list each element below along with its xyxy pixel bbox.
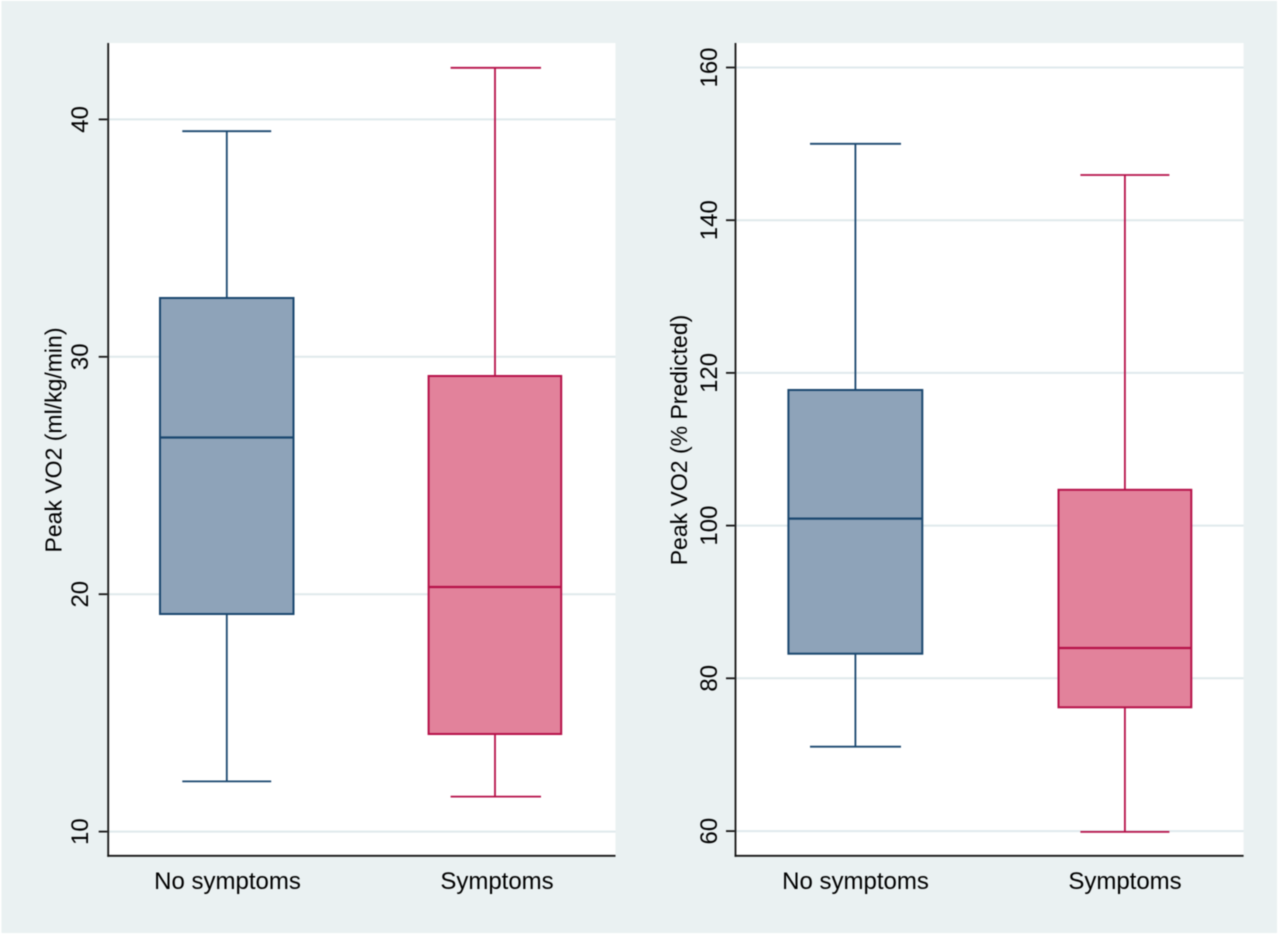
svg-text:120: 120: [696, 353, 723, 393]
svg-text:Symptoms: Symptoms: [1068, 868, 1181, 895]
svg-text:160: 160: [696, 47, 723, 87]
svg-text:100: 100: [696, 506, 723, 546]
svg-text:Peak VO2 (% Predicted): Peak VO2 (% Predicted): [666, 315, 692, 566]
svg-text:140: 140: [696, 200, 723, 240]
svg-text:80: 80: [696, 665, 723, 692]
svg-text:No symptoms: No symptoms: [154, 868, 301, 895]
svg-text:Peak VO2 (ml/kg/min): Peak VO2 (ml/kg/min): [41, 328, 67, 553]
svg-text:10: 10: [67, 818, 94, 845]
svg-text:60: 60: [696, 818, 723, 845]
svg-text:40: 40: [67, 106, 94, 133]
svg-text:20: 20: [67, 581, 94, 608]
svg-text:No symptoms: No symptoms: [782, 868, 929, 895]
svg-text:Symptoms: Symptoms: [440, 868, 553, 895]
svg-text:30: 30: [67, 343, 94, 370]
